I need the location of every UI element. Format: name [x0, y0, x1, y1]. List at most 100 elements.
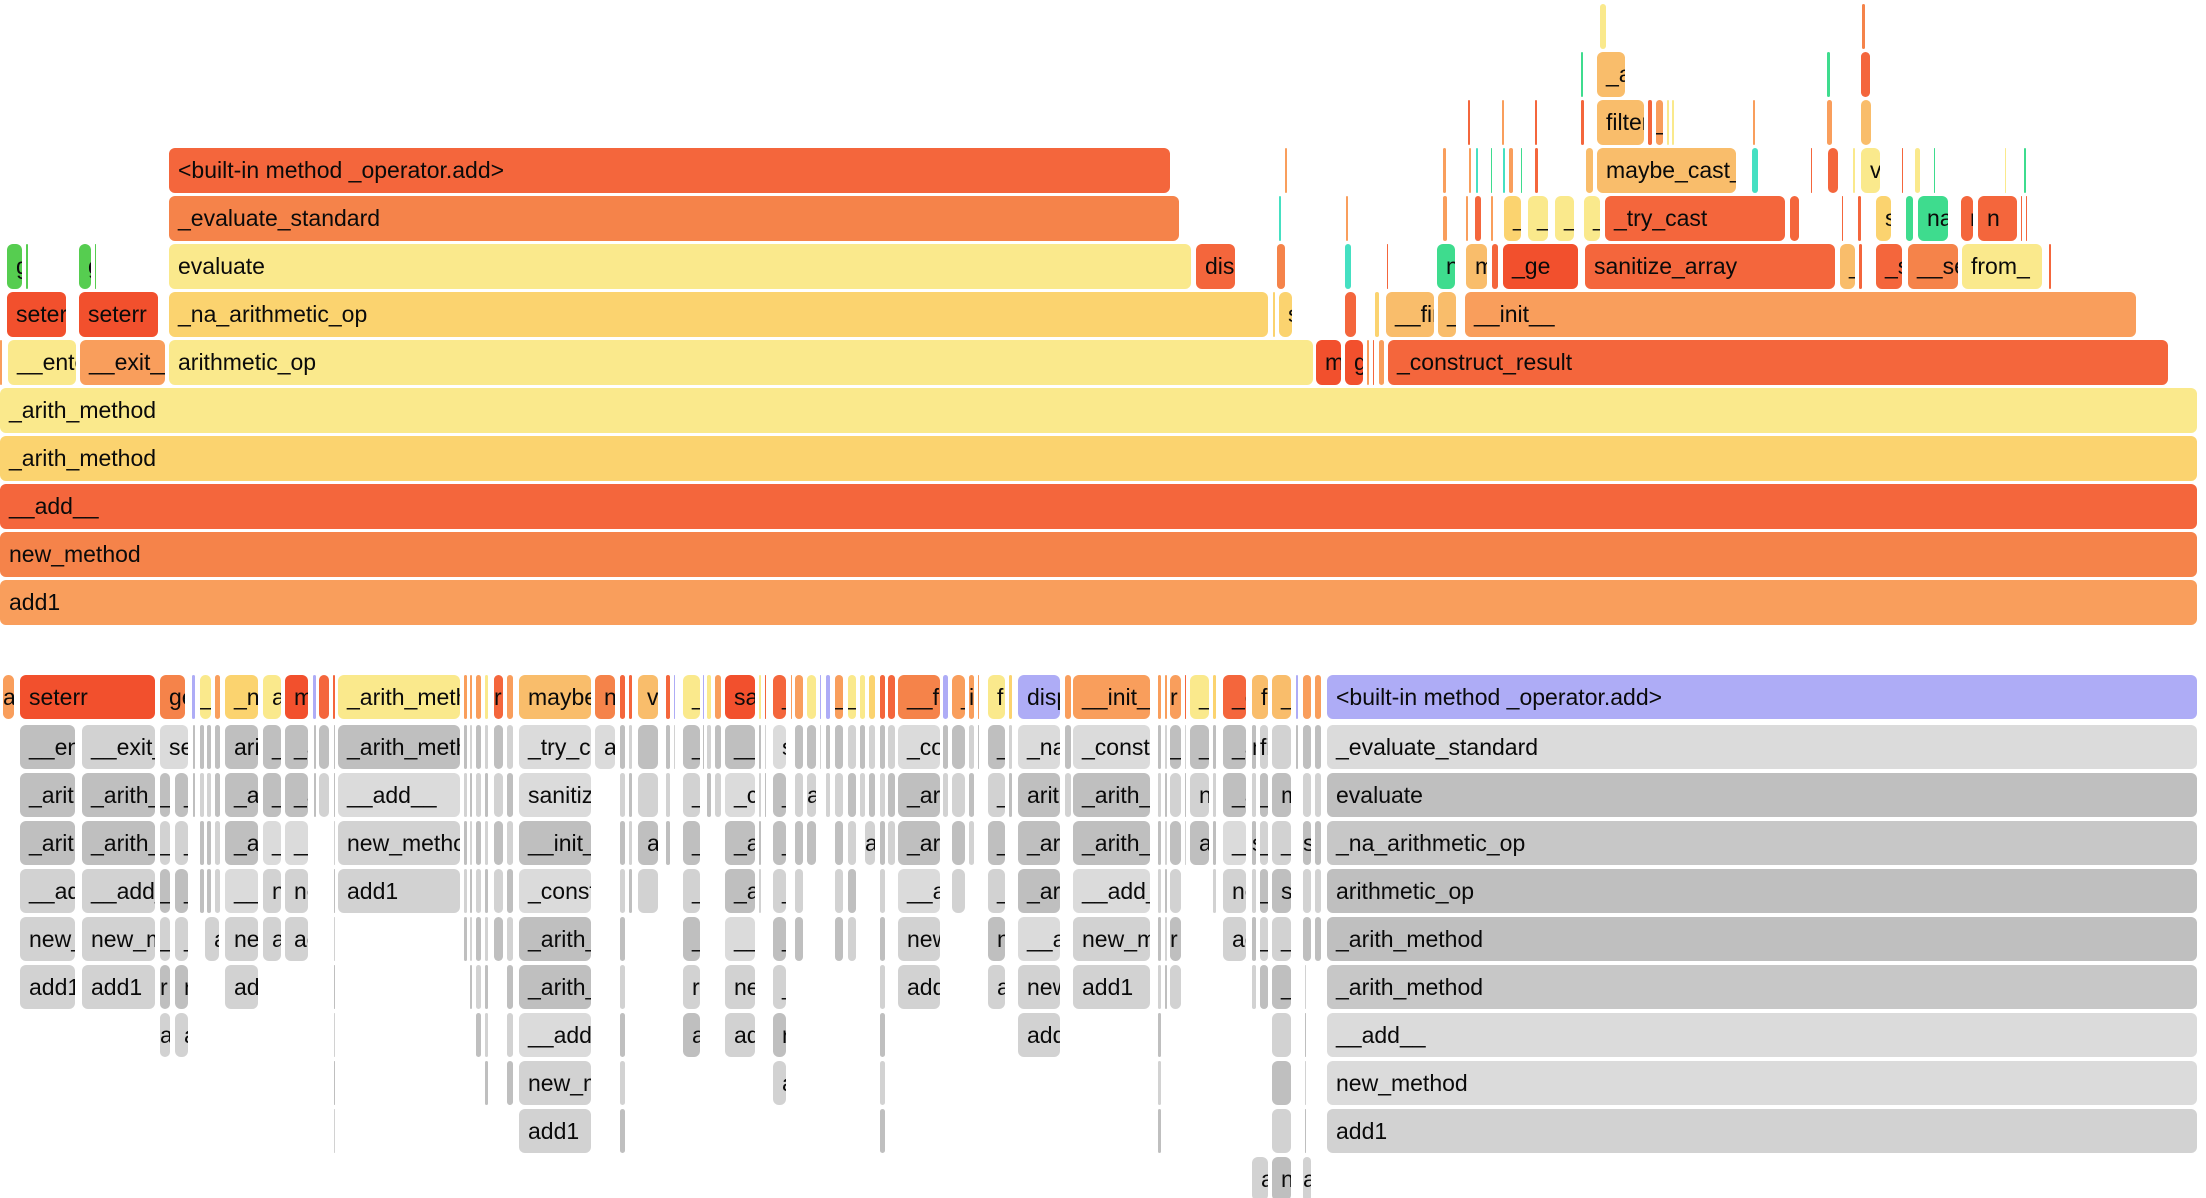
- flame-frame-_construct_result[interactable]: _construct_result: [898, 725, 940, 769]
- flame-frame-_arith_method[interactable]: _arith_method: [0, 436, 2197, 481]
- flame-frame[interactable]: [215, 675, 220, 719]
- flame-frame[interactable]: [507, 917, 513, 961]
- flame-frame[interactable]: [476, 965, 481, 1009]
- flame-frame[interactable]: [485, 917, 488, 961]
- flame-frame[interactable]: [1315, 821, 1321, 865]
- flame-frame[interactable]: [629, 675, 632, 719]
- flame-frame[interactable]: [476, 869, 481, 913]
- flame-frame-add1[interactable]: add1: [1018, 1013, 1060, 1057]
- flame-frame-_[interactable]: _: [175, 869, 188, 913]
- flame-frame[interactable]: [848, 821, 856, 865]
- flame-frame[interactable]: [707, 675, 711, 719]
- flame-frame[interactable]: [1345, 244, 1351, 289]
- flame-frame[interactable]: [1170, 965, 1181, 1009]
- flame-frame[interactable]: [476, 821, 481, 865]
- flame-frame-_arith_method[interactable]: _arith_method: [225, 773, 258, 817]
- flame-frame[interactable]: [1009, 675, 1012, 719]
- flame-frame[interactable]: [1315, 869, 1321, 913]
- flame-frame-_[interactable]: _: [1260, 773, 1268, 817]
- flame-frame-__add__[interactable]: __add__: [1073, 869, 1150, 913]
- flame-frame[interactable]: [952, 869, 965, 913]
- flame-frame[interactable]: [192, 675, 195, 719]
- flame-frame-_a[interactable]: _a: [1597, 52, 1625, 97]
- flame-frame[interactable]: [215, 821, 220, 865]
- flame-frame-seterr[interactable]: seterr: [7, 292, 66, 337]
- flame-frame-__add__[interactable]: __add__: [519, 1013, 591, 1057]
- flame-frame-arithmetic_op[interactable]: arithmetic_op: [1018, 773, 1060, 817]
- flame-frame-r[interactable]: r: [1170, 917, 1181, 961]
- flame-frame-__add__[interactable]: __add__: [898, 869, 940, 913]
- flame-frame[interactable]: [869, 773, 875, 817]
- flame-frame[interactable]: [880, 965, 885, 1009]
- flame-frame[interactable]: [1303, 675, 1311, 719]
- flame-frame-_[interactable]: _: [773, 917, 786, 961]
- flame-frame[interactable]: [1491, 148, 1492, 193]
- flame-frame-a[interactable]: a: [595, 725, 615, 769]
- flame-frame-_[interactable]: _: [1528, 196, 1548, 241]
- flame-frame[interactable]: [1272, 1109, 1291, 1153]
- flame-frame[interactable]: [507, 1061, 513, 1105]
- flame-frame-maybe_cast_to_datetime[interactable]: maybe_cast_to_datetime: [1597, 148, 1736, 193]
- flame-frame-a[interactable]: a: [1303, 1157, 1311, 1198]
- flame-frame-new_method[interactable]: new_method: [285, 869, 308, 913]
- flame-frame[interactable]: [848, 869, 856, 913]
- flame-frame[interactable]: [952, 821, 965, 865]
- flame-frame[interactable]: [1842, 196, 1843, 241]
- flame-frame-f[interactable]: f: [1252, 675, 1268, 719]
- flame-frame[interactable]: [880, 1109, 885, 1153]
- flame-frame-__init__[interactable]: __init__: [1073, 675, 1150, 719]
- flame-frame-_[interactable]: _: [1504, 196, 1521, 241]
- flame-frame-_arith_method[interactable]: _arith_method: [1223, 725, 1246, 769]
- flame-frame[interactable]: [807, 821, 816, 865]
- flame-frame[interactable]: [507, 1013, 513, 1057]
- flame-frame[interactable]: [1492, 244, 1498, 289]
- flame-frame[interactable]: [2021, 196, 2022, 241]
- flame-frame[interactable]: [1581, 100, 1584, 145]
- flame-frame[interactable]: [1252, 773, 1256, 817]
- flame-frame-sanitize_array[interactable]: sanitize_array: [725, 675, 755, 719]
- flame-frame[interactable]: [620, 821, 625, 865]
- flame-frame[interactable]: [666, 725, 670, 769]
- flame-frame[interactable]: [1859, 244, 1862, 289]
- flame-frame-a[interactable]: a: [638, 821, 658, 865]
- flame-frame-_na_arithmetic_op[interactable]: _na_arithmetic_op: [1327, 821, 2197, 865]
- flame-frame[interactable]: [464, 773, 467, 817]
- flame-frame-_[interactable]: _: [683, 725, 700, 769]
- flame-frame[interactable]: [620, 1109, 625, 1153]
- flame-frame[interactable]: [880, 773, 885, 817]
- flame-frame[interactable]: [200, 725, 204, 769]
- flame-frame[interactable]: [334, 725, 335, 769]
- flame-frame-_[interactable]: _: [1555, 196, 1574, 241]
- flame-frame[interactable]: [507, 869, 513, 913]
- flame-frame-seterr[interactable]: seterr: [160, 725, 188, 769]
- flame-frame[interactable]: [791, 675, 792, 719]
- flame-frame-_[interactable]: _: [160, 773, 170, 817]
- flame-frame-_arith_method[interactable]: _arith_method: [338, 675, 460, 719]
- flame-frame[interactable]: [334, 1013, 335, 1057]
- flame-frame[interactable]: [1065, 773, 1071, 817]
- flame-frame[interactable]: [759, 773, 761, 817]
- flame-frame-_construct_result[interactable]: _construct_result: [1073, 725, 1150, 769]
- flame-frame-_na_arithmetic_op[interactable]: _na_arithmetic_op: [225, 675, 258, 719]
- flame-frame[interactable]: [1858, 196, 1861, 241]
- flame-frame[interactable]: [795, 917, 803, 961]
- flame-frame-_[interactable]: _: [773, 821, 786, 865]
- flame-frame-__init__[interactable]: __init__: [519, 821, 591, 865]
- flame-frame[interactable]: [759, 675, 761, 719]
- flame-frame[interactable]: [319, 675, 329, 719]
- flame-frame[interactable]: [507, 773, 513, 817]
- flame-frame-new_method[interactable]: new_method: [82, 917, 155, 961]
- flame-frame[interactable]: [1158, 965, 1161, 1009]
- flame-frame[interactable]: [464, 675, 467, 719]
- flame-frame[interactable]: [715, 773, 721, 817]
- flame-frame[interactable]: [826, 675, 830, 719]
- flame-frame-_[interactable]: _: [1656, 100, 1663, 145]
- flame-frame-m[interactable]: m: [1466, 244, 1487, 289]
- flame-frame[interactable]: [1009, 773, 1012, 817]
- flame-frame[interactable]: [1185, 675, 1186, 719]
- flame-frame[interactable]: [880, 725, 885, 769]
- flame-frame[interactable]: [1586, 148, 1593, 193]
- flame-frame[interactable]: [1305, 1013, 1306, 1057]
- flame-frame-_[interactable]: _: [1170, 725, 1181, 769]
- flame-frame[interactable]: [1902, 148, 1903, 193]
